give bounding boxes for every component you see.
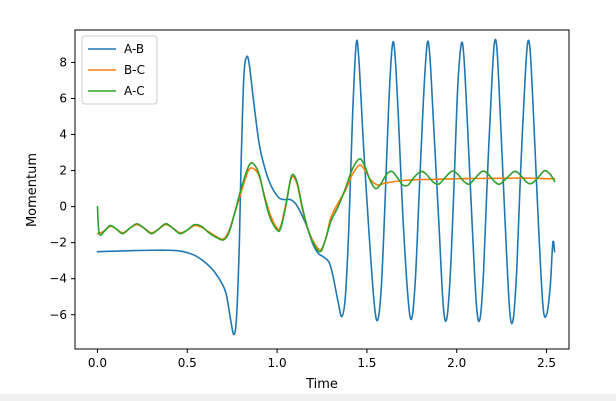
y-tick-label: 4 — [59, 128, 67, 142]
y-axis: −6 −4 −2 0 2 4 6 8 — [49, 55, 75, 322]
legend-label: B-C — [124, 63, 145, 77]
x-tick-label: 0.5 — [178, 356, 197, 370]
y-tick-label: 8 — [59, 55, 67, 69]
x-tick-label: 2.0 — [447, 356, 466, 370]
y-axis-label: Momentum — [25, 153, 40, 227]
legend-label: A-C — [124, 84, 145, 98]
x-tick-label: 1.5 — [357, 356, 376, 370]
y-tick-label: 0 — [59, 200, 67, 214]
legend-label: A-B — [124, 42, 144, 56]
x-tick-label: 2.5 — [537, 356, 556, 370]
x-axis: 0.0 0.5 1.0 1.5 2.0 2.5 — [88, 349, 556, 370]
plot-frame — [74, 29, 570, 350]
x-tick-label: 0.0 — [88, 356, 107, 370]
x-tick-label: 1.0 — [268, 356, 287, 370]
legend: A-B B-C A-C — [81, 35, 158, 105]
legend-box — [81, 35, 158, 105]
y-tick-label: 6 — [59, 91, 67, 105]
series-line-a-b — [96, 38, 556, 336]
y-tick-label: 2 — [59, 164, 67, 178]
y-tick-label: −4 — [49, 272, 67, 286]
series-lines — [96, 38, 556, 336]
y-tick-label: −6 — [49, 308, 67, 322]
series-line-a-c — [96, 158, 556, 253]
x-axis-label: Time — [305, 377, 338, 392]
y-tick-label: −2 — [49, 236, 67, 250]
